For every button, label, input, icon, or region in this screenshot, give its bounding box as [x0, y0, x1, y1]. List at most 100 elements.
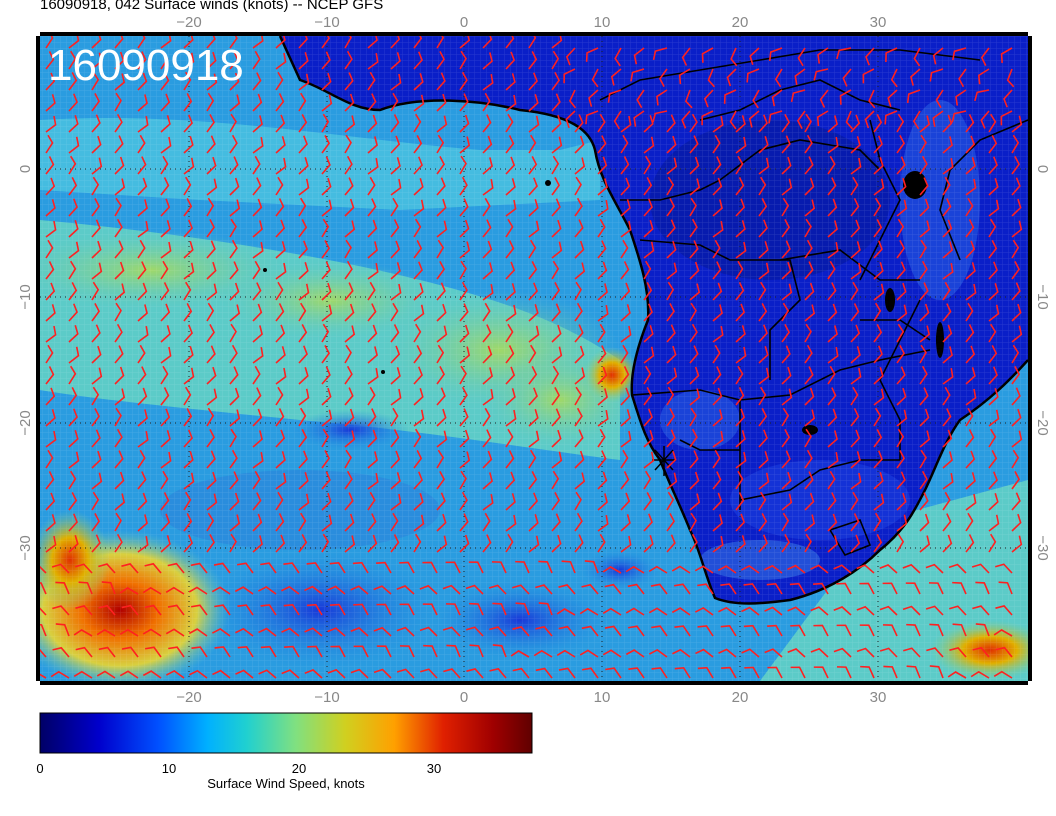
wind-barb: [40, 563, 47, 574]
wind-barb: [505, 135, 515, 154]
wind-barb: [561, 560, 576, 574]
wind-barb: [735, 177, 745, 196]
wind-barb: [804, 239, 813, 259]
colorbar-tick: 20: [292, 761, 306, 776]
wind-barb: [781, 240, 791, 259]
wind-barb: [235, 627, 254, 637]
wind-barb: [512, 626, 530, 637]
wind-barb: [584, 560, 599, 574]
wind-barb: [252, 241, 264, 259]
wind-barb: [396, 585, 415, 595]
wind-barb: [735, 136, 747, 154]
wind-barb: [459, 219, 470, 238]
wind-barb: [512, 584, 530, 595]
wind-barb: [459, 50, 467, 70]
wind-barb: [781, 135, 791, 154]
wind-barb: [827, 282, 837, 301]
wind-barb: [73, 629, 93, 637]
wind-barb: [980, 110, 990, 129]
wind-barb: [482, 178, 494, 196]
wind-barb: [252, 325, 263, 343]
wind-barb: [55, 581, 70, 595]
wind-barb: [597, 514, 609, 532]
wind-barb: [671, 607, 691, 616]
storm-marker-icon: [652, 446, 676, 476]
wind-barb: [459, 136, 471, 154]
wind-barb: [873, 157, 884, 175]
wind-barb: [329, 561, 346, 574]
wind-barb: [1011, 513, 1022, 532]
wind-barb: [988, 345, 998, 364]
lon-tick-bottom: 20: [732, 689, 749, 706]
wind-barb: [977, 68, 990, 85]
wind-barb: [735, 492, 745, 511]
wind-barb: [52, 646, 70, 658]
wind-barb: [144, 562, 162, 574]
wind-barb: [229, 261, 239, 280]
wind-barb: [234, 586, 254, 595]
wind-barb: [252, 430, 263, 448]
wind-barb: [568, 89, 577, 109]
wind-barb: [298, 52, 309, 70]
wind-barb: [367, 176, 376, 196]
wind-barb: [436, 115, 448, 133]
wind-barb: [974, 89, 990, 102]
wind-barb: [114, 92, 122, 112]
wind-barb: [813, 582, 829, 595]
wind-barb: [666, 534, 676, 553]
wind-barb: [142, 628, 162, 637]
wind-barb: [965, 324, 975, 343]
wind-barb: [40, 647, 47, 658]
wind-barb: [413, 73, 424, 91]
wind-barb: [321, 304, 333, 322]
wind-barb: [810, 647, 829, 658]
wind-barb: [666, 219, 676, 238]
wind-barb: [275, 429, 286, 448]
wind-barb: [1006, 68, 1015, 88]
wind-barb: [643, 303, 653, 322]
wind-barb: [581, 667, 599, 679]
wind-barb: [183, 408, 193, 427]
wind-barb: [160, 492, 170, 511]
wind-barb: [975, 623, 990, 637]
wind-barb: [850, 324, 861, 343]
wind-barb: [119, 587, 139, 595]
wind-barb: [919, 198, 930, 217]
wind-barb: [735, 303, 746, 322]
wind-barb: [160, 36, 172, 49]
wind-barb: [505, 199, 517, 217]
wind-barb: [445, 561, 461, 574]
wind-barb: [1011, 492, 1021, 511]
wind-barb: [413, 493, 424, 511]
wind-barb: [988, 199, 1000, 217]
wind-barb: [423, 644, 438, 658]
wind-barb: [482, 429, 492, 448]
wind-barb: [45, 387, 56, 406]
wind-barb: [367, 303, 377, 322]
wind-barb: [459, 176, 468, 196]
wind-barb: [165, 586, 185, 595]
wind-barb: [321, 239, 330, 259]
wind-barb: [574, 262, 586, 280]
wind-barb: [873, 262, 884, 280]
wind-barb: [260, 645, 277, 658]
wind-barb: [399, 603, 415, 616]
wind-barb: [350, 585, 369, 595]
wind-barb: [160, 451, 172, 469]
wind-barb: [827, 177, 837, 196]
wind-barb: [671, 565, 691, 574]
wind-barb: [735, 430, 746, 448]
wind-barb: [804, 156, 814, 175]
wind-barb: [873, 114, 883, 133]
wind-barb: [896, 533, 905, 553]
wind-barb: [390, 450, 401, 469]
wind-barb: [459, 303, 469, 322]
wind-barb: [1011, 535, 1023, 553]
wind-barb: [505, 323, 514, 343]
wind-barb: [873, 388, 885, 406]
wind-barb: [620, 199, 631, 217]
wind-barb: [873, 512, 882, 532]
wind-barb: [482, 472, 493, 490]
wind-barb: [321, 94, 333, 112]
wind-barb: [942, 176, 951, 196]
